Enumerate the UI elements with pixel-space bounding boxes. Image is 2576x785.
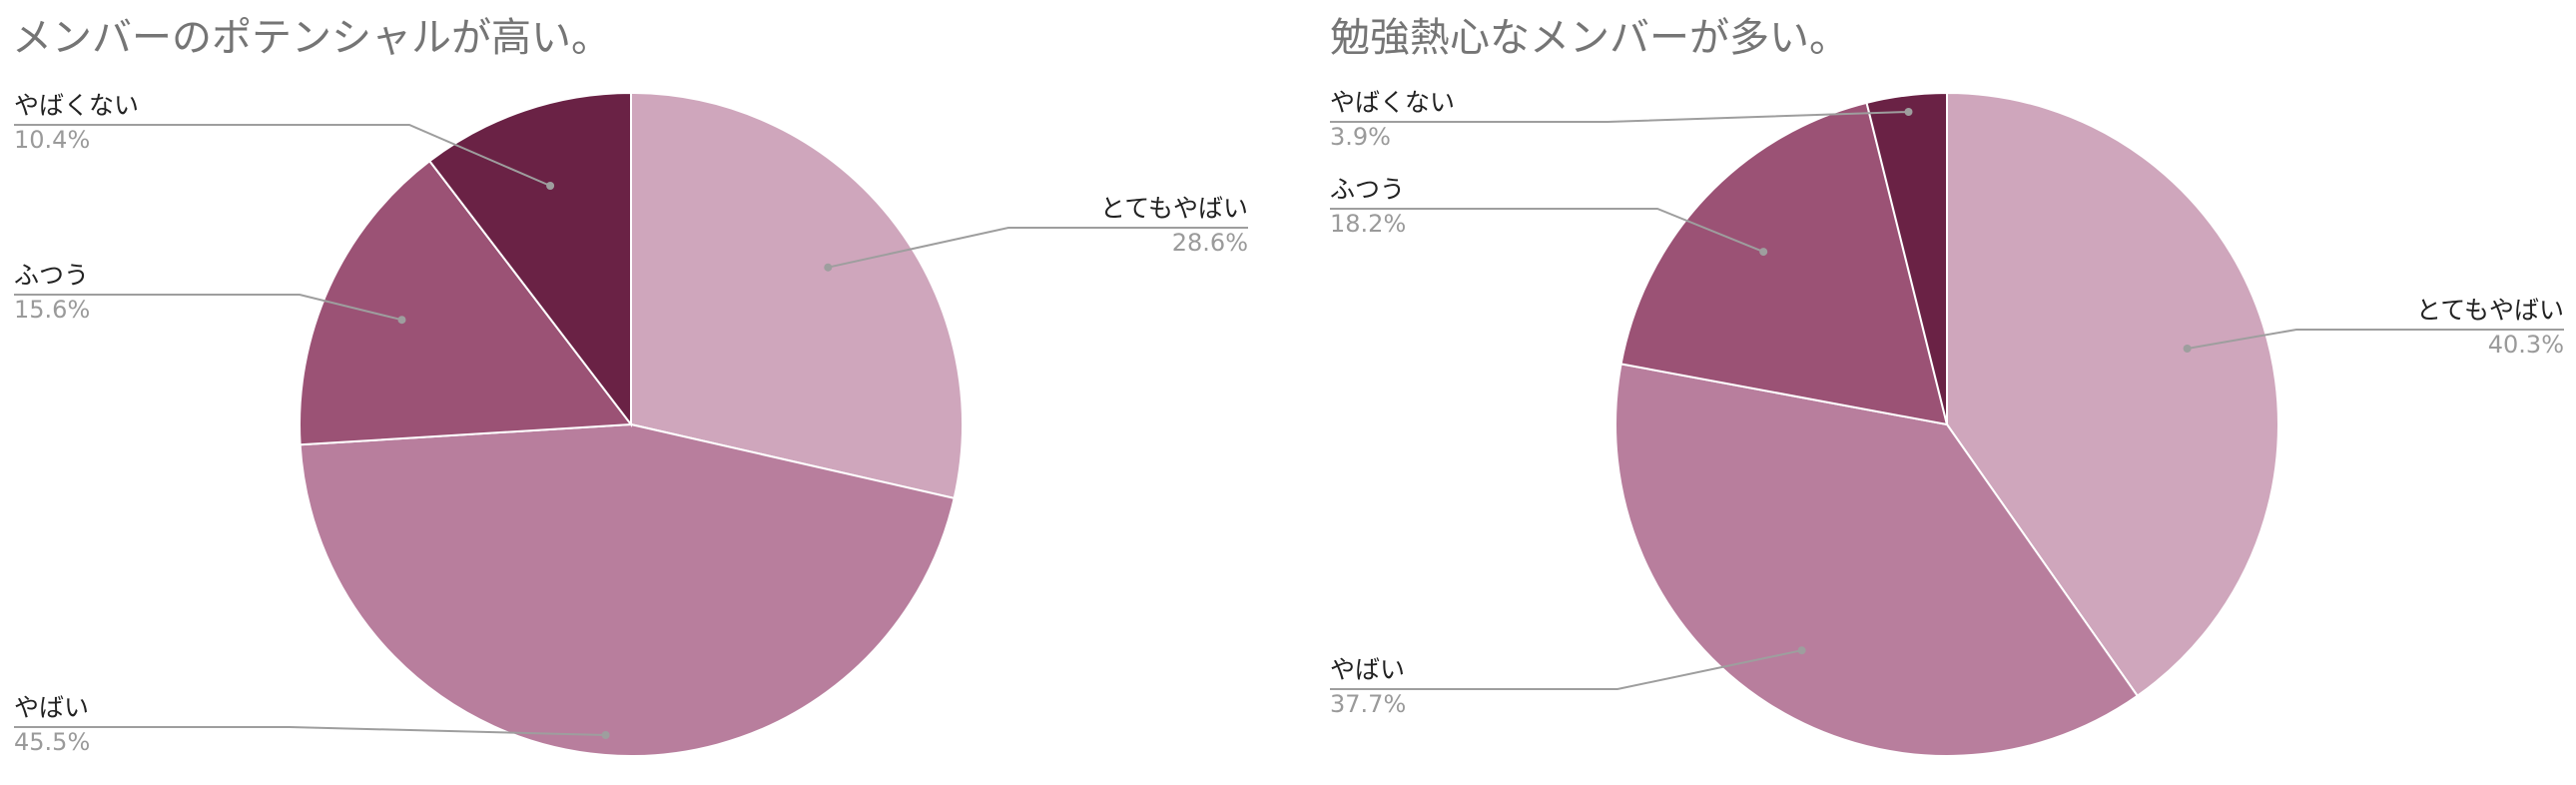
slice-label: とてもやばい xyxy=(1100,194,1248,223)
pie-slice-3 xyxy=(1865,91,1948,425)
slice-percent: 45.5% xyxy=(14,728,90,756)
pie-slice-0 xyxy=(630,91,965,500)
slice-label: やばい xyxy=(14,693,89,722)
slice-label: とてもやばい xyxy=(2416,296,2564,325)
callout-line xyxy=(14,726,606,736)
callout-dot xyxy=(601,731,610,739)
callout-line xyxy=(1330,208,1764,254)
callout-dot xyxy=(1904,108,1913,116)
callout-dot xyxy=(824,263,833,272)
slice-percent: 10.4% xyxy=(14,126,90,154)
slice-percent: 15.6% xyxy=(14,296,90,324)
callout-line xyxy=(14,294,402,322)
chart-potential: メンバーのポテンシャルが高い。 とてもやばい 28.6% やばい 45.5% ふつう 15… xyxy=(12,15,1248,757)
callout-dot xyxy=(2183,345,2192,353)
slice-label: やばくない xyxy=(1330,88,1455,117)
slice-label: やばい xyxy=(1330,655,1405,684)
pie-slice-1 xyxy=(299,422,956,757)
slice-label: ふつう xyxy=(14,261,89,290)
chart-title: 勉強熱心なメンバーが多い。 xyxy=(1330,15,1849,61)
callout-line xyxy=(1330,111,1909,123)
pie-slice-0 xyxy=(1946,91,2279,698)
callout-dot xyxy=(1759,248,1768,257)
slice-label: ふつう xyxy=(1330,175,1405,204)
callout-dot xyxy=(397,316,406,325)
pie-slice-3 xyxy=(427,91,632,427)
chart-study: 勉強熱心なメンバーが多い。 とてもやばい 40.3% やばい 37.7% ふつう 18.2… xyxy=(1330,15,2564,757)
callout-line xyxy=(14,124,551,187)
slice-label: やばくない xyxy=(14,91,139,120)
slice-percent: 37.7% xyxy=(1330,690,1406,718)
callout-line xyxy=(2187,329,2564,350)
chart-title: メンバーのポテンシャルが高い。 xyxy=(12,15,611,61)
callout-dot xyxy=(546,182,555,190)
pie-slice-2 xyxy=(1619,101,1949,426)
callout-line xyxy=(1330,649,1802,690)
slice-percent: 3.9% xyxy=(1330,123,1391,151)
pie-slice-2 xyxy=(299,159,633,446)
slice-percent: 28.6% xyxy=(1172,229,1248,257)
callout-line xyxy=(828,227,1248,269)
slice-percent: 40.3% xyxy=(2488,331,2564,359)
slice-percent: 18.2% xyxy=(1330,210,1406,238)
callout-dot xyxy=(1797,646,1806,655)
pie-slice-1 xyxy=(1614,363,2140,757)
